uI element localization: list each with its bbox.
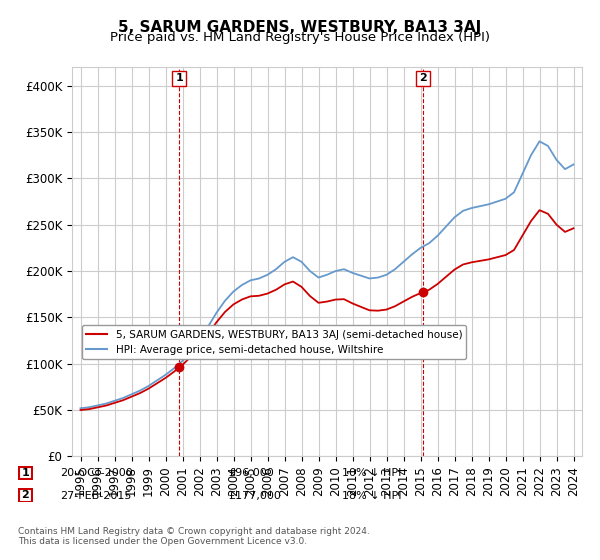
- Legend: 5, SARUM GARDENS, WESTBURY, BA13 3AJ (semi-detached house), HPI: Average price, : 5, SARUM GARDENS, WESTBURY, BA13 3AJ (se…: [82, 325, 466, 359]
- Text: £177,000: £177,000: [228, 491, 281, 501]
- Text: 1: 1: [175, 73, 183, 83]
- Text: Price paid vs. HM Land Registry's House Price Index (HPI): Price paid vs. HM Land Registry's House …: [110, 31, 490, 44]
- Text: 2: 2: [419, 73, 427, 83]
- Text: 2: 2: [22, 491, 29, 500]
- Text: 18% ↓ HPI: 18% ↓ HPI: [342, 491, 401, 501]
- FancyBboxPatch shape: [19, 489, 32, 502]
- Text: 5, SARUM GARDENS, WESTBURY, BA13 3AJ: 5, SARUM GARDENS, WESTBURY, BA13 3AJ: [118, 20, 482, 35]
- Text: £96,000: £96,000: [228, 468, 274, 478]
- Text: 20-OCT-2000: 20-OCT-2000: [60, 468, 133, 478]
- Text: 10% ↓ HPI: 10% ↓ HPI: [342, 468, 401, 478]
- FancyBboxPatch shape: [19, 466, 32, 479]
- Text: Contains HM Land Registry data © Crown copyright and database right 2024.
This d: Contains HM Land Registry data © Crown c…: [18, 526, 370, 546]
- Text: 1: 1: [22, 468, 29, 478]
- Text: 27-FEB-2015: 27-FEB-2015: [60, 491, 131, 501]
